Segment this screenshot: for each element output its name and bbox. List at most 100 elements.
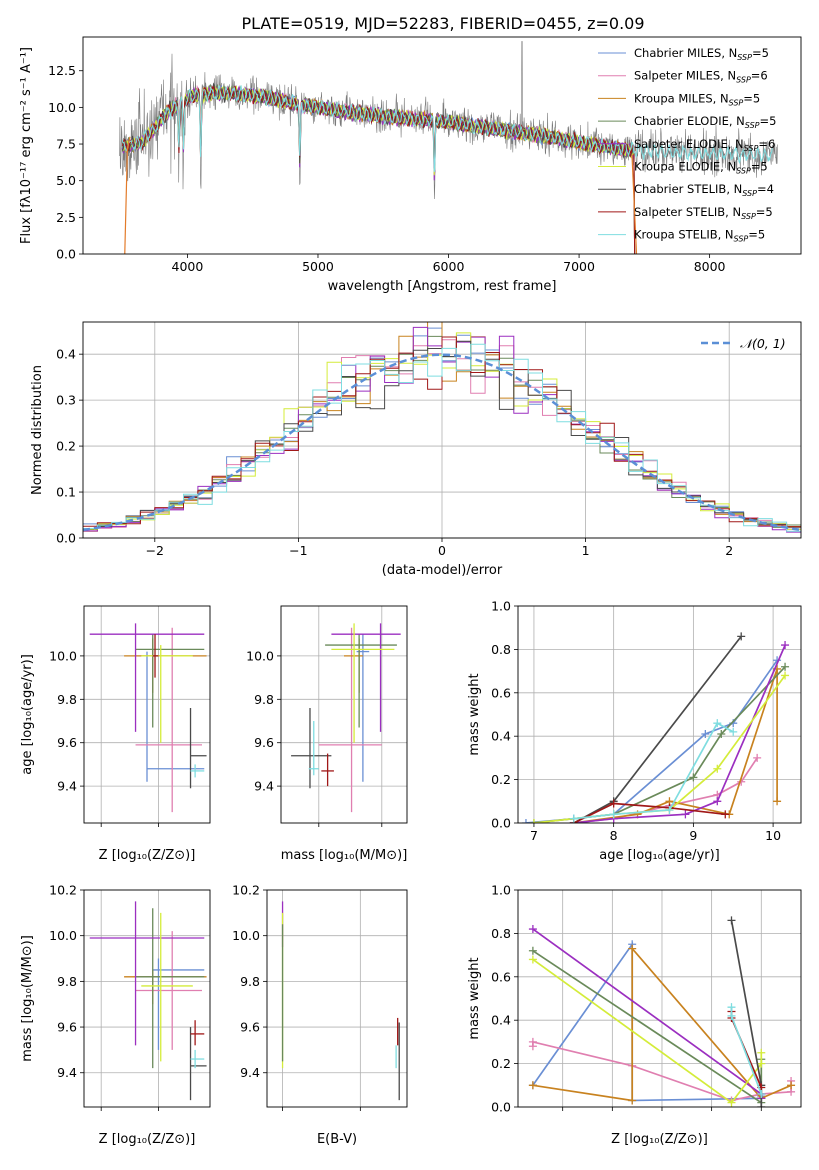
y-axis-label: mass weight — [467, 673, 482, 755]
weight-marker — [701, 730, 710, 739]
weight-marker — [528, 946, 537, 955]
y-tick-label: 0.2 — [56, 439, 76, 454]
panel-weight_vs_age: 7 8 9 10 0.0 0.2 0.4 0.6 0.8 1.0 age [log₁₀(age/yr… — [467, 599, 802, 863]
plot-area — [528, 916, 796, 1107]
weight-marker — [781, 641, 790, 650]
y-tick-label: 9.6 — [57, 735, 77, 750]
y-tick-label: 9.6 — [254, 735, 274, 750]
x-tick-label: 9 — [689, 828, 697, 843]
y-tick-label: 9.6 — [240, 1020, 260, 1035]
y-axis-label: age [log₁₀(age/yr)] — [20, 654, 35, 775]
weight-marker — [713, 764, 722, 773]
axes-frame — [82, 36, 802, 255]
weight-marker — [569, 814, 578, 823]
weight-marker — [773, 797, 782, 806]
x-tick-label: −2 — [146, 543, 164, 558]
panel-mass_vs_ebv: 9.4 9.6 9.8 10.0 10.2 E(B-V) — [232, 883, 408, 1147]
errorbar-point — [308, 721, 319, 776]
y-tick-label: 0.0 — [491, 1100, 511, 1115]
weight-marker — [665, 805, 674, 814]
y-tick-label: 10.2 — [232, 883, 260, 898]
y-tick-label: 0.0 — [56, 247, 76, 262]
weight-marker — [713, 797, 722, 806]
x-axis-label: age [log₁₀(age/yr)] — [599, 848, 720, 863]
panel-spectrum: 4000 5000 6000 7000 8000 0.0 2.5 5.0 7.5 10.0 12.5… — [19, 36, 802, 294]
x-tick-label: 8 — [610, 828, 618, 843]
weight-line — [533, 666, 786, 823]
y-tick-label: 1.0 — [491, 599, 511, 614]
weight-line — [532, 928, 763, 1099]
weight-marker — [609, 810, 618, 819]
errorbar-point — [124, 969, 207, 1005]
axes-frame — [517, 605, 802, 824]
legend-label: Kroupa MILES, NSSP=5 — [634, 91, 760, 107]
legend-label: Kroupa STELIB, NSSP=5 — [634, 228, 765, 244]
x-tick-label: 10 — [765, 828, 781, 843]
y-tick-label: 0.3 — [56, 393, 76, 408]
weight-marker — [609, 799, 618, 808]
weight-marker — [689, 773, 698, 782]
weight-marker — [528, 1037, 537, 1046]
figure-title: PLATE=0519, MJD=52283, FIBERID=0455, z=0… — [241, 14, 644, 33]
y-tick-label: 0.0 — [56, 531, 76, 546]
axes-frame — [82, 321, 802, 539]
y-tick-label: 2.5 — [56, 210, 76, 225]
y-tick-label: 10.0 — [232, 928, 260, 943]
weight-line — [525, 659, 778, 823]
plot-area — [89, 901, 207, 1101]
x-axis-label: wavelength [Angstrom, rest frame] — [328, 279, 557, 294]
y-axis-label: Normed distribution — [30, 365, 45, 495]
y-tick-label: 9.8 — [254, 692, 274, 707]
y-axis-label: Flux [fλ10⁻¹⁷ erg cm⁻² s⁻¹ A⁻¹] — [19, 47, 34, 244]
y-tick-label: 9.4 — [254, 779, 274, 794]
plot-area — [291, 623, 401, 813]
legend-label: Chabrier ELODIE, NSSP=5 — [634, 114, 776, 130]
x-axis-label: mass [log₁₀(M/M⊙)] — [281, 848, 408, 863]
axes-frame — [517, 889, 802, 1108]
y-tick-label: 9.8 — [240, 974, 260, 989]
axes-frame — [83, 605, 211, 824]
y-tick-label: 12.5 — [48, 63, 76, 78]
y-tick-label: 0.4 — [491, 729, 511, 744]
panel-mass_vs_Z: 9.4 9.6 9.8 10.0 10.2 Z [log₁₀(Z/Z⊙)] mass [lo… — [20, 883, 211, 1147]
x-axis-label: Z [log₁₀(Z/Z⊙)] — [611, 1132, 708, 1147]
errorbar-point — [124, 638, 207, 693]
plot-area — [83, 322, 801, 533]
y-tick-label: 0.2 — [491, 1056, 511, 1071]
weight-marker — [781, 671, 790, 680]
weight-marker — [713, 719, 722, 728]
model-edge — [124, 136, 131, 254]
weight-marker — [628, 944, 637, 953]
weight-line — [532, 958, 763, 1104]
panel-residuals: −2 −1 0 1 2 0.0 0.1 0.2 0.3 0.4 (data-model)/error… — [30, 321, 802, 578]
x-tick-label: 8000 — [694, 259, 726, 274]
weight-marker — [521, 819, 530, 823]
y-axis-label: mass [log₁₀(M/M⊙)] — [20, 935, 35, 1062]
legend-label: Salpeter STELIB, NSSP=5 — [634, 205, 773, 221]
model-edge — [631, 154, 638, 254]
y-tick-label: 9.4 — [240, 1065, 260, 1080]
y-tick-label: 9.4 — [57, 779, 77, 794]
y-tick-label: 10.0 — [49, 928, 77, 943]
errorbar-point — [190, 1020, 205, 1046]
x-tick-label: 2 — [725, 543, 733, 558]
y-tick-label: 0.6 — [491, 685, 511, 700]
plot-area — [521, 632, 790, 823]
weight-line — [532, 950, 763, 1105]
weight-marker — [721, 810, 730, 819]
errorbar-point — [152, 634, 159, 678]
weight-marker — [529, 819, 538, 823]
weight-marker — [781, 662, 790, 671]
weight-marker — [727, 1011, 736, 1020]
weight-marker — [757, 1059, 766, 1068]
y-tick-label: 0.6 — [491, 969, 511, 984]
panel-age_vs_mass: 9.4 9.6 9.8 10.0 mass [log₁₀(M/M⊙)] — [246, 605, 408, 863]
weight-marker — [757, 1089, 766, 1098]
y-tick-label: 9.8 — [57, 692, 77, 707]
y-tick-label: 0.4 — [56, 347, 76, 362]
errorbar-point — [141, 912, 193, 1062]
x-axis-label: Z [log₁₀(Z/Z⊙)] — [99, 848, 196, 863]
x-axis-label: (data-model)/error — [382, 563, 503, 578]
errorbar-point — [189, 1027, 207, 1101]
errorbar-point — [325, 634, 397, 728]
